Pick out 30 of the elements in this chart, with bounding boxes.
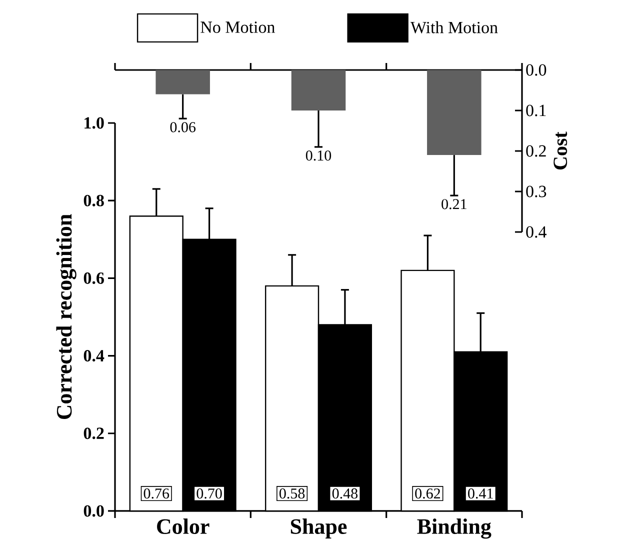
y-tick-label: 0.4: [526, 226, 547, 238]
data-label: 0.58: [279, 488, 305, 499]
x-tick-label: Color: [157, 518, 210, 534]
y-tick-label: 0.1: [526, 104, 546, 116]
legend-label: With Motion: [410, 21, 498, 34]
bar: [291, 70, 346, 110]
y-axis-title: Cost: [554, 132, 568, 170]
y-tick-label: 0.3: [526, 186, 546, 198]
legend-label: No Motion: [200, 22, 275, 33]
y-tick-label: 0.2: [526, 145, 546, 157]
y-axis-title: Corrected recognition: [56, 214, 76, 420]
y-tick-label: 1.0: [84, 117, 104, 129]
y-tick-label: 0.0: [526, 64, 546, 76]
data-label: 0.10: [306, 150, 332, 161]
data-label: 0.48: [332, 488, 358, 499]
y-tick-label: 0.8: [84, 194, 104, 206]
x-tick-label: Binding: [417, 518, 492, 539]
y-tick-label: 0.6: [84, 272, 104, 284]
data-label: 0.70: [196, 488, 222, 499]
x-tick-label: Shape: [290, 518, 347, 538]
bar: [427, 70, 482, 156]
bar: [156, 70, 210, 94]
data-label: 0.21: [442, 199, 466, 210]
data-label: 0.76: [144, 488, 170, 499]
data-label: 0.41: [468, 488, 493, 499]
data-label: 0.62: [415, 488, 440, 499]
data-label: 0.06: [170, 122, 196, 132]
y-tick-label: 0.2: [84, 428, 104, 440]
y-tick-label: 0.4: [84, 350, 104, 362]
y-tick-label: 0.0: [84, 505, 104, 517]
